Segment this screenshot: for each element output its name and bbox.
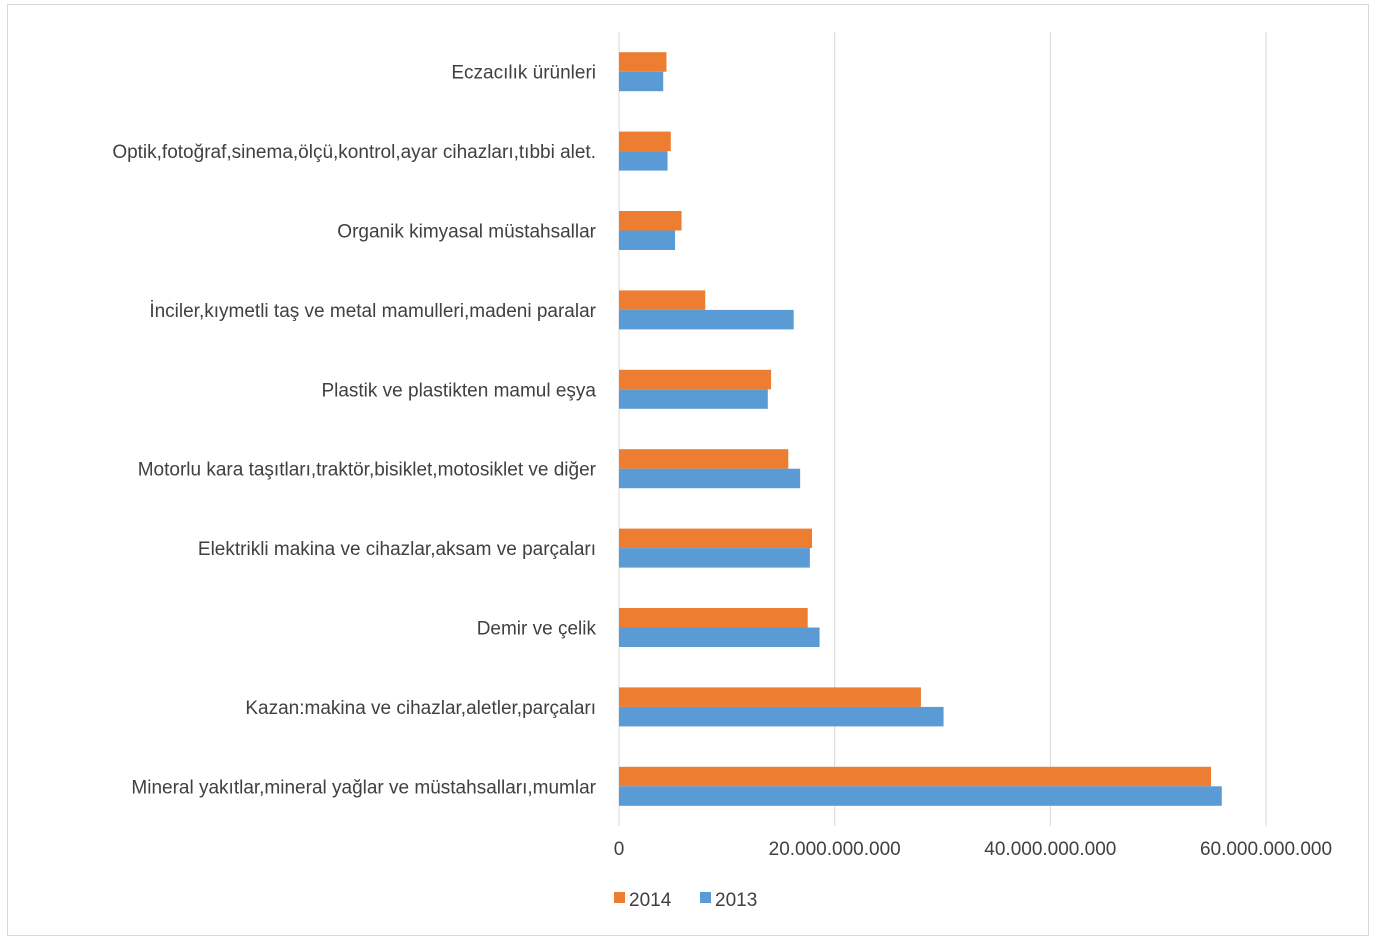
- bar-2013-2: [619, 627, 820, 647]
- bars: [619, 52, 1222, 806]
- bar-2014-2: [619, 608, 808, 628]
- bar-2013-3: [619, 548, 810, 568]
- bar-2013-7: [619, 230, 676, 250]
- category-label-2: Demir ve çelik: [477, 619, 597, 640]
- bar-2014-1: [619, 687, 921, 707]
- category-label-9: Eczacılık ürünleri: [451, 63, 596, 84]
- bar-2013-1: [619, 706, 944, 727]
- bar-2013-5: [619, 389, 768, 409]
- bar-2013-0: [619, 786, 1222, 806]
- category-label-8: Optik,fotoğraf,sinema,ölçü,kontrol,ayar …: [112, 142, 596, 163]
- x-tick-label-0: 0: [614, 839, 625, 860]
- bar-2014-8: [619, 131, 671, 152]
- legend-label-2014: 2014: [629, 890, 672, 911]
- category-label-3: Elektrikli makina ve cihazlar,aksam ve p…: [198, 539, 596, 560]
- legend: 2014 2013: [614, 890, 757, 911]
- category-label-0: Mineral yakıtlar,mineral yağlar ve müsta…: [131, 777, 596, 798]
- legend-swatch-2014: [614, 892, 625, 903]
- x-tick-label-1: 20.000.000.000: [769, 839, 901, 860]
- legend-swatch-2013: [700, 892, 711, 903]
- chart-frame: Mineral yakıtlar,mineral yağlar ve müsta…: [7, 4, 1369, 936]
- category-label-7: Organik kimyasal müstahsallar: [337, 222, 596, 243]
- bar-2014-5: [619, 369, 772, 390]
- x-axis-tick-labels: 0 20.000.000.000 40.000.000.000 60.000.000.…: [614, 839, 1332, 860]
- bar-2013-9: [619, 71, 664, 92]
- category-label-1: Kazan:makina ve cihazlar,aletler,parçala…: [245, 698, 596, 719]
- bar-2013-4: [619, 468, 801, 489]
- bar-chart: Mineral yakıtlar,mineral yağlar ve müsta…: [112, 32, 1332, 911]
- bar-2014-9: [619, 52, 667, 72]
- category-label-6: İnciler,kıymetli taş ve metal mamulleri,…: [149, 301, 596, 322]
- x-tick-label-3: 60.000.000.000: [1200, 839, 1332, 860]
- category-label-5: Plastik ve plastikten mamul eşya: [321, 380, 596, 401]
- bar-2014-0: [619, 766, 1212, 787]
- bar-2013-8: [619, 151, 668, 171]
- bar-2014-4: [619, 449, 789, 469]
- category-labels: Mineral yakıtlar,mineral yağlar ve müsta…: [112, 63, 596, 799]
- category-label-4: Motorlu kara taşıtları,traktör,bisiklet,…: [138, 460, 597, 481]
- bar-2013-6: [619, 309, 794, 330]
- x-tick-label-2: 40.000.000.000: [984, 839, 1116, 860]
- bar-2014-7: [619, 211, 682, 231]
- bar-2014-3: [619, 528, 813, 549]
- bar-2014-6: [619, 290, 706, 310]
- legend-label-2013: 2013: [715, 890, 757, 911]
